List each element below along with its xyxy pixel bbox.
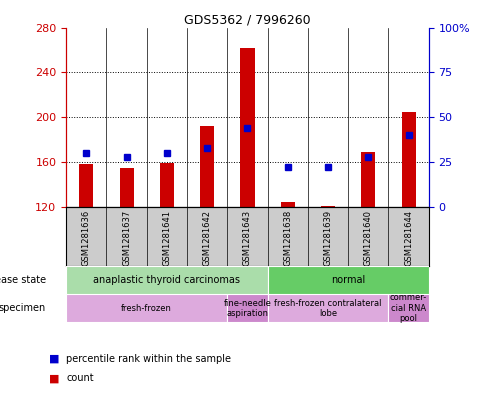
Bar [268,294,389,322]
Title: GDS5362 / 7996260: GDS5362 / 7996260 [184,13,311,26]
Text: anaplastic thyroid carcinomas: anaplastic thyroid carcinomas [94,275,241,285]
Text: GSM1281643: GSM1281643 [243,210,252,266]
Bar [389,294,429,322]
Bar [160,163,174,207]
Bar [268,266,429,294]
Text: disease state: disease state [0,275,46,285]
Text: GSM1281637: GSM1281637 [122,210,131,266]
Text: count: count [66,373,94,383]
Text: fresh-frozen: fresh-frozen [122,304,172,313]
Text: normal: normal [331,275,366,285]
Text: GSM1281636: GSM1281636 [82,210,91,266]
Text: commer-
cial RNA
pool: commer- cial RNA pool [390,294,427,323]
Bar [66,266,268,294]
Bar [120,167,134,207]
Text: GSM1281638: GSM1281638 [283,210,292,266]
Text: ■: ■ [49,354,59,364]
Text: ■: ■ [49,373,59,383]
Bar [200,126,214,207]
Text: GSM1281641: GSM1281641 [162,210,171,266]
Text: GSM1281642: GSM1281642 [203,210,212,266]
Text: GSM1281640: GSM1281640 [364,210,373,266]
Bar [79,164,93,207]
Bar [227,294,268,322]
Text: fresh-frozen contralateral
lobe: fresh-frozen contralateral lobe [274,299,382,318]
Text: GSM1281644: GSM1281644 [404,210,413,266]
Text: percentile rank within the sample: percentile rank within the sample [66,354,231,364]
Text: specimen: specimen [0,303,46,313]
Text: fine-needle
aspiration: fine-needle aspiration [223,299,271,318]
Bar [361,152,375,207]
Bar [402,112,416,207]
Bar [241,48,254,207]
Bar [281,202,295,207]
Bar [321,206,335,207]
Text: GSM1281639: GSM1281639 [323,210,333,266]
Bar [66,294,227,322]
